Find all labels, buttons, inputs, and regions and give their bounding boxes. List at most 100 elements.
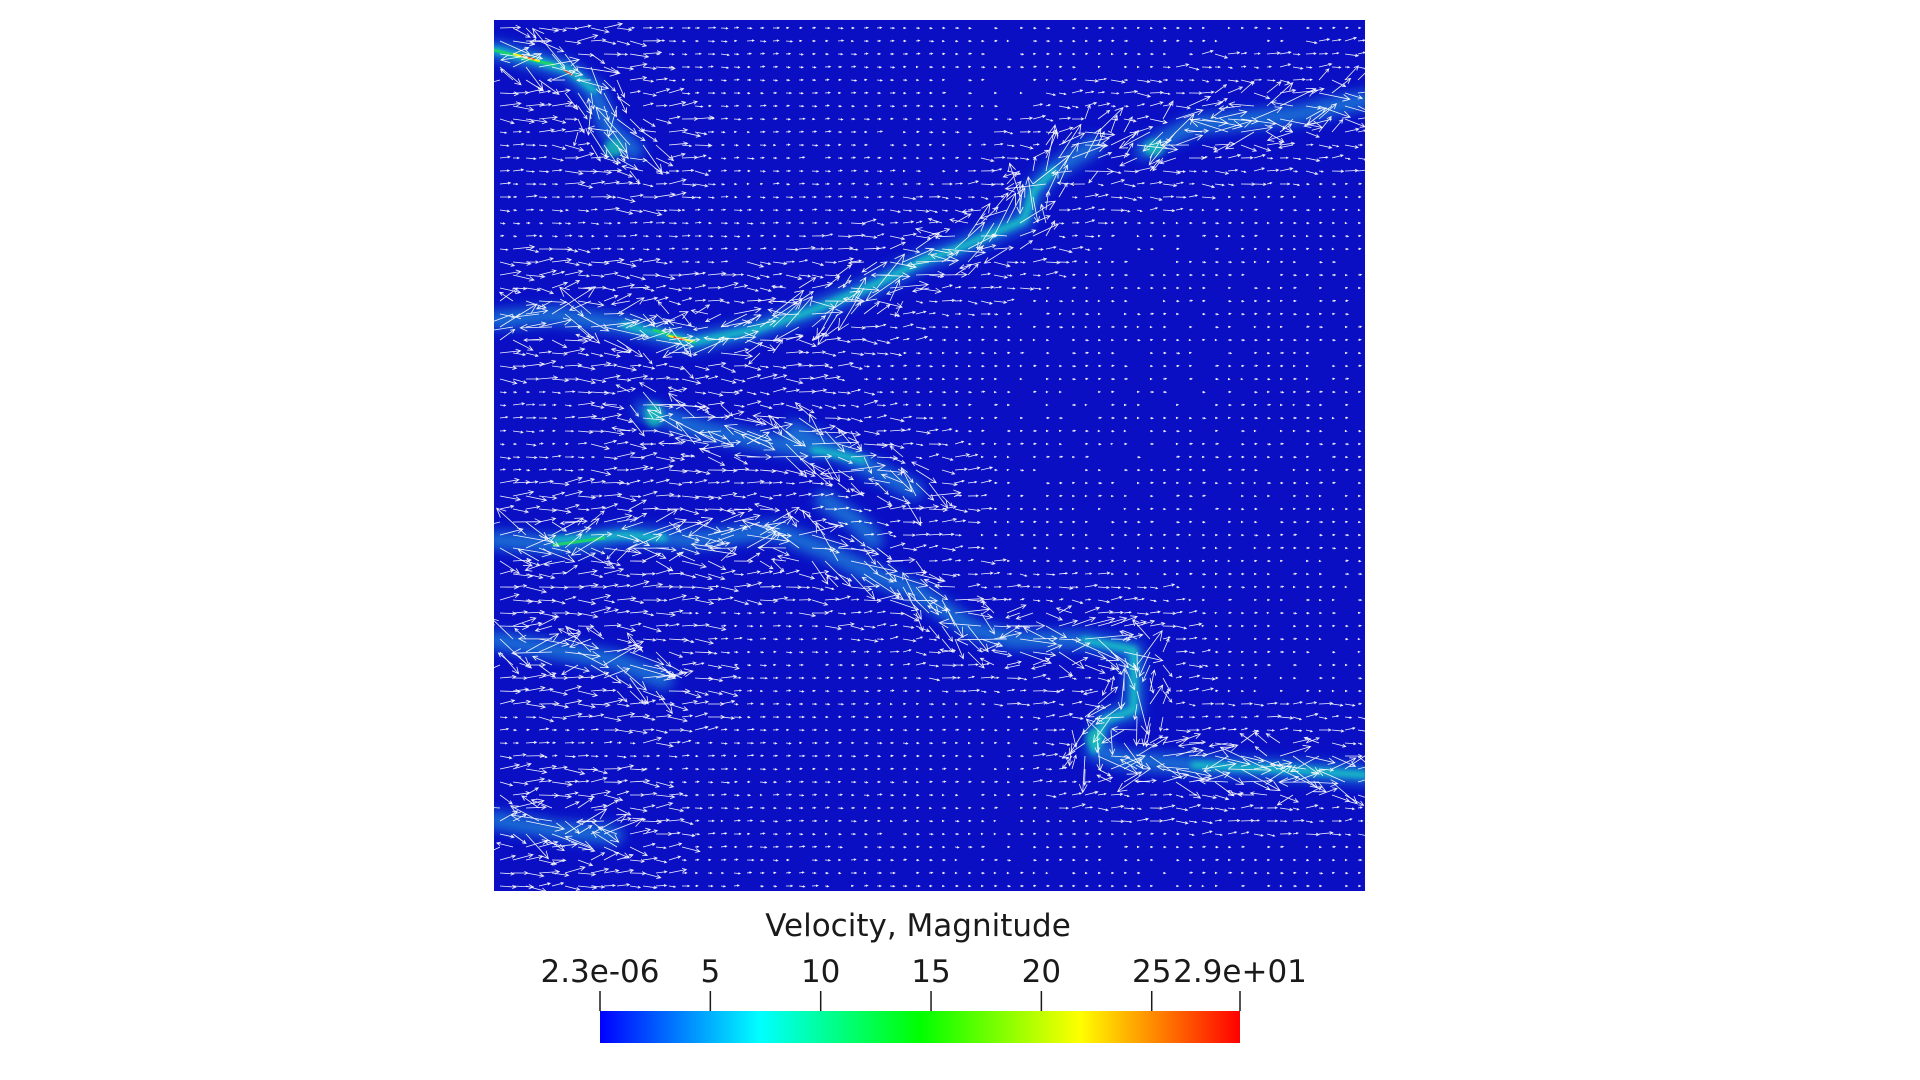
velocity-arrow: [733, 91, 741, 95]
velocity-arrow: [1071, 507, 1075, 511]
velocity-arrow: [1149, 180, 1163, 185]
velocity-arrow: [928, 453, 940, 458]
velocity-arrow: [1032, 573, 1040, 576]
velocity-arrow: [1266, 559, 1271, 563]
velocity-arrow: [590, 234, 595, 238]
velocity-arrow: [1188, 468, 1193, 472]
velocity-arrow: [499, 477, 520, 484]
velocity-arrow: [1357, 117, 1365, 120]
velocity-arrow: [1278, 144, 1294, 149]
velocity-arrow: [967, 520, 981, 525]
velocity-arrow: [564, 564, 578, 575]
velocity-arrow: [1305, 403, 1311, 407]
velocity-arrow: [1201, 183, 1216, 189]
velocity-arrow: [759, 65, 766, 68]
velocity-arrow: [980, 338, 985, 342]
velocity-arrow: [1188, 429, 1193, 433]
velocity-arrow: [772, 299, 803, 328]
velocity-arrow: [759, 373, 778, 380]
velocity-arrow: [694, 298, 707, 302]
velocity-arrow: [1123, 442, 1128, 446]
velocity-arrow: [681, 352, 698, 357]
velocity-arrow: [746, 208, 752, 212]
velocity-arrow: [1019, 240, 1034, 250]
velocity-arrow: [1149, 559, 1154, 563]
velocity-arrow: [941, 390, 947, 394]
velocity-arrow: [941, 271, 968, 278]
velocity-arrow: [967, 313, 976, 317]
velocity-arrow: [1253, 364, 1259, 368]
velocity-arrow: [513, 156, 520, 160]
velocity-arrow: [876, 79, 883, 82]
velocity-arrow: [877, 117, 882, 121]
velocity-arrow: [772, 365, 787, 370]
velocity-arrow: [954, 221, 986, 250]
velocity-arrow: [629, 512, 648, 523]
velocity-arrow: [1110, 52, 1114, 56]
velocity-arrow: [811, 326, 826, 342]
velocity-arrow: [1071, 533, 1075, 537]
velocity-arrow: [1136, 286, 1141, 290]
velocity-arrow: [746, 52, 753, 55]
velocity-arrow: [655, 296, 669, 302]
velocity-arrow: [1110, 26, 1115, 30]
velocity-arrow: [577, 24, 592, 29]
velocity-arrow: [499, 328, 516, 341]
velocity-arrow: [1007, 364, 1011, 368]
velocity-arrow: [1357, 169, 1365, 172]
velocity-arrow: [655, 376, 671, 380]
velocity-arrow: [668, 482, 683, 486]
velocity-arrow: [1318, 144, 1333, 149]
velocity-arrow: [1188, 66, 1200, 71]
velocity-arrow: [1214, 403, 1219, 407]
velocity-arrow: [837, 350, 846, 354]
velocity-arrow: [1110, 260, 1115, 264]
velocity-arrow: [720, 586, 740, 593]
velocity-arrow: [694, 404, 710, 413]
velocity-arrow: [1071, 351, 1077, 355]
velocity-arrow: [1175, 585, 1180, 589]
velocity-arrow: [902, 130, 907, 134]
velocity-arrow: [1292, 286, 1297, 290]
velocity-arrow: [1175, 105, 1192, 110]
velocity-arrow: [1240, 520, 1244, 524]
velocity-arrow: [1279, 208, 1284, 212]
velocity-arrow: [499, 391, 508, 394]
velocity-arrow: [759, 516, 794, 536]
velocity-arrow: [889, 417, 905, 423]
velocity-arrow: [1071, 234, 1079, 237]
velocity-arrow: [876, 364, 882, 368]
velocity-arrow: [1279, 234, 1284, 238]
velocity-arrow: [577, 552, 597, 562]
velocity-arrow: [1240, 416, 1245, 420]
velocity-arrow: [980, 416, 985, 420]
velocity-arrow: [928, 586, 949, 601]
velocity-arrow: [928, 312, 937, 315]
velocity-arrow: [980, 325, 985, 329]
velocity-arrow: [733, 26, 740, 29]
velocity-arrow: [1071, 273, 1077, 277]
velocity-arrow: [811, 274, 824, 279]
velocity-arrow: [954, 130, 960, 134]
velocity-field-plot[interactable]: [494, 20, 1365, 891]
velocity-arrow: [668, 273, 683, 277]
velocity-arrow: [692, 326, 709, 331]
velocity-arrow: [1201, 90, 1215, 94]
velocity-arrow: [538, 317, 572, 328]
velocity-arrow: [1162, 559, 1167, 563]
velocity-arrow: [523, 338, 540, 343]
velocity-arrow: [1331, 338, 1337, 342]
velocity-arrow: [512, 195, 518, 199]
velocity-arrow: [707, 130, 715, 134]
velocity-arrow: [668, 100, 687, 107]
velocity-arrow: [837, 91, 842, 95]
velocity-arrow: [1201, 273, 1206, 277]
velocity-arrow: [1097, 571, 1111, 575]
velocity-arrow: [551, 286, 597, 315]
velocity-arrow: [902, 323, 914, 328]
velocity-arrow: [1071, 377, 1077, 381]
velocity-arrow: [949, 218, 969, 224]
velocity-arrow: [1149, 377, 1153, 381]
velocity-arrow: [1292, 208, 1298, 212]
